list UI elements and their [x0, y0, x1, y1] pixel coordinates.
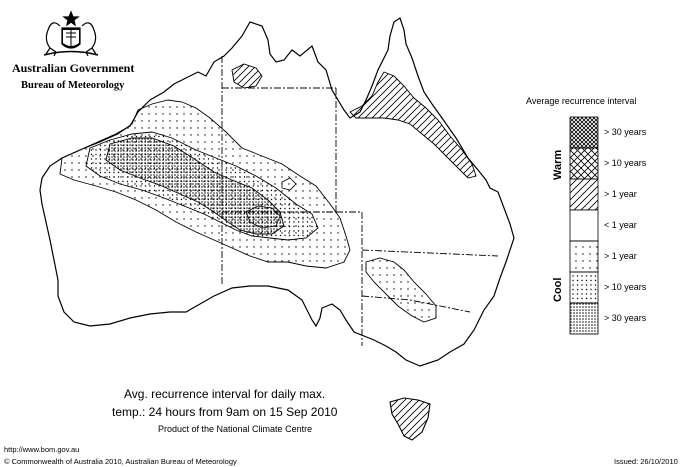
legend-label-cool-1: > 1 year	[604, 251, 637, 261]
legend-label-warm-30: > 30 years	[604, 127, 647, 137]
warm-region-top-end	[231, 63, 263, 89]
legend-swatch-cool-1	[569, 240, 599, 273]
legend-label-cool-10: > 10 years	[604, 282, 647, 292]
legend-swatch-neutral	[569, 209, 599, 242]
government-title: Australian Government	[12, 61, 135, 75]
map-caption-line2: temp.: 24 hours from 9am on 15 Sep 2010	[112, 405, 338, 419]
legend-label-warm-10: > 10 years	[604, 158, 647, 168]
legend-label-neutral: < 1 year	[604, 220, 637, 230]
issued-date: Issued: 26/10/2010	[614, 457, 678, 466]
coat-of-arms-icon	[43, 10, 99, 57]
warm-region-queensland	[349, 71, 477, 179]
legend-label-warm-1: > 1 year	[604, 189, 637, 199]
australia-mainland-outline	[39, 17, 515, 367]
bureau-title: Bureau of Meteorology	[21, 80, 125, 91]
cool-blob-small	[281, 177, 297, 191]
cool-blob-central	[245, 205, 281, 229]
legend-swatch-cool-30	[569, 302, 599, 335]
legend-swatch-warm-10	[569, 147, 599, 180]
legend-boxes	[569, 116, 599, 335]
legend-warm-label: Warm	[552, 149, 564, 180]
cool-region-30-years	[105, 137, 285, 235]
legend-swatch-warm-30	[569, 116, 599, 149]
website-link[interactable]: http://www.bom.gov.au	[4, 445, 80, 454]
legend-cool-label: Cool	[552, 277, 564, 302]
tasmania-outline	[389, 397, 431, 441]
cool-region-southeast	[365, 257, 437, 323]
legend-swatch-warm-1	[569, 178, 599, 211]
legend-label-cool-30: > 30 years	[604, 313, 647, 323]
map-caption-line3: Product of the National Climate Centre	[158, 424, 313, 434]
map-caption-line1: Avg. recurrence interval for daily max.	[124, 387, 326, 401]
legend-title: Average recurrence interval	[526, 96, 637, 106]
copyright-text: © Commonwealth of Australia 2010, Austra…	[4, 457, 237, 466]
legend-swatch-cool-10	[569, 271, 599, 304]
